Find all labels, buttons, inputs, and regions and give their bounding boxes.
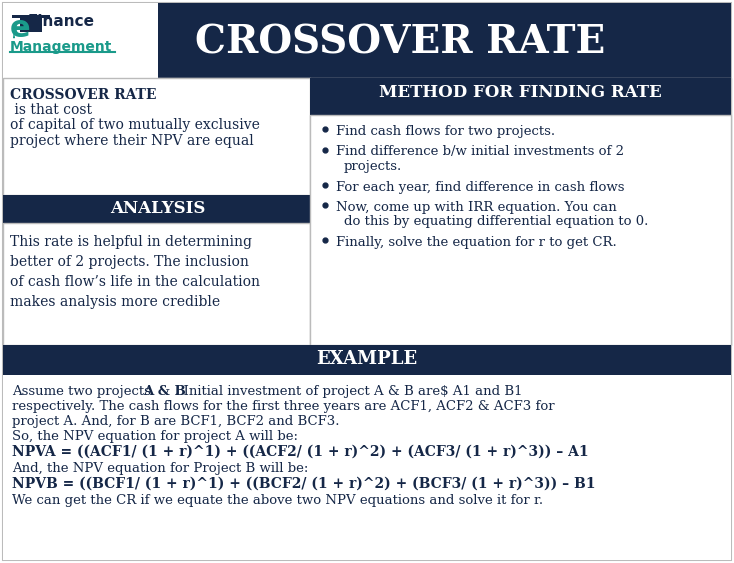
- Bar: [3, 3, 158, 78]
- Text: Find difference b/w initial investments of 2: Find difference b/w initial investments …: [336, 145, 624, 159]
- Bar: [3, 223, 310, 345]
- Text: Finance: Finance: [28, 14, 95, 29]
- Bar: [3, 78, 310, 345]
- Text: CROSSOVER RATE: CROSSOVER RATE: [195, 24, 605, 62]
- Text: CROSSOVER RATE: CROSSOVER RATE: [10, 88, 156, 102]
- Text: project where their NPV are equal: project where their NPV are equal: [10, 134, 254, 148]
- Text: of capital of two mutually exclusive: of capital of two mutually exclusive: [10, 118, 260, 132]
- Text: ANALYSIS: ANALYSIS: [110, 200, 206, 217]
- Bar: [3, 78, 310, 195]
- Text: e: e: [10, 14, 31, 43]
- Text: For each year, find difference in cash flows: For each year, find difference in cash f…: [336, 181, 625, 194]
- Text: And, the NPV equation for Project B will be:: And, the NPV equation for Project B will…: [12, 462, 308, 475]
- Bar: [3, 345, 731, 375]
- Text: We can get the CR if we equate the above two NPV equations and solve it for r.: We can get the CR if we equate the above…: [12, 494, 543, 507]
- Bar: [3, 195, 310, 223]
- Text: METHOD FOR FINDING RATE: METHOD FOR FINDING RATE: [379, 84, 661, 101]
- Bar: [3, 375, 731, 560]
- Text: Find cash flows for two projects.: Find cash flows for two projects.: [336, 125, 555, 138]
- Text: Management: Management: [10, 40, 112, 54]
- Text: NPVA = ((ACF1/ (1 + r)^1) + ((ACF2/ (1 + r)^2) + (ACF3/ (1 + r)^3)) – A1: NPVA = ((ACF1/ (1 + r)^1) + ((ACF2/ (1 +…: [12, 445, 589, 459]
- Text: is that cost: is that cost: [10, 103, 92, 117]
- Bar: [310, 78, 731, 115]
- Bar: [310, 115, 731, 345]
- Polygon shape: [12, 15, 50, 18]
- Text: NPVB = ((BCF1/ (1 + r)^1) + ((BCF2/ (1 + r)^2) + (BCF3/ (1 + r)^3)) – B1: NPVB = ((BCF1/ (1 + r)^1) + ((BCF2/ (1 +…: [12, 477, 595, 491]
- Text: So, the NPV equation for project A will be:: So, the NPV equation for project A will …: [12, 430, 298, 443]
- Text: Finally, solve the equation for r to get CR.: Finally, solve the equation for r to get…: [336, 236, 617, 249]
- Text: do this by equating differential equation to 0.: do this by equating differential equatio…: [344, 216, 648, 229]
- Text: respectively. The cash flows for the first three years are ACF1, ACF2 & ACF3 for: respectively. The cash flows for the fir…: [12, 400, 555, 413]
- Polygon shape: [20, 18, 42, 32]
- Bar: [3, 3, 731, 78]
- Text: EXAMPLE: EXAMPLE: [316, 350, 418, 368]
- Text: A & B: A & B: [143, 385, 186, 398]
- Text: Now, come up with IRR equation. You can: Now, come up with IRR equation. You can: [336, 201, 617, 214]
- Bar: [310, 78, 731, 345]
- Text: . Initial investment of project A & B are$ A1 and B1: . Initial investment of project A & B ar…: [175, 385, 523, 398]
- Text: Assume two projects: Assume two projects: [12, 385, 155, 398]
- Text: projects.: projects.: [344, 160, 402, 173]
- Text: This rate is helpful in determining
better of 2 projects. The inclusion
of cash : This rate is helpful in determining bett…: [10, 235, 260, 309]
- Text: project A. And, for B are BCF1, BCF2 and BCF3.: project A. And, for B are BCF1, BCF2 and…: [12, 415, 340, 428]
